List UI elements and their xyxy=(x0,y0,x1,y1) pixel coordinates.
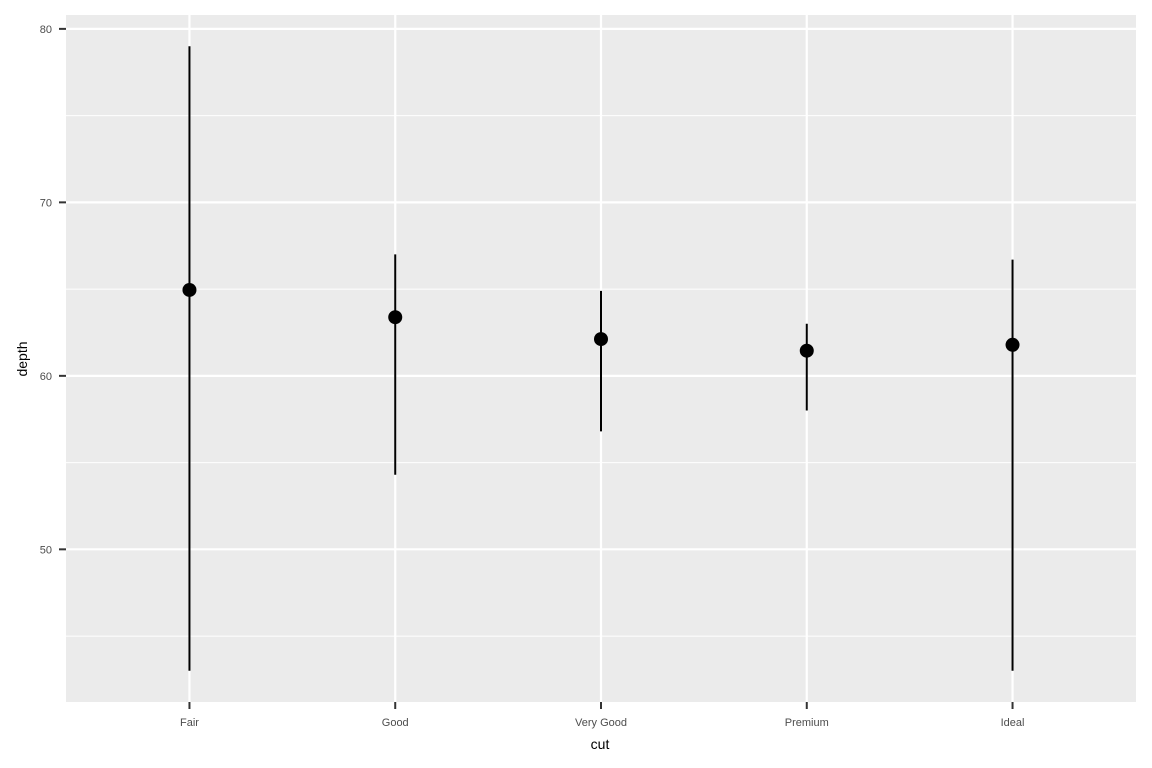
x-axis: Fair Good Very Good Premium Ideal xyxy=(180,702,1024,729)
y-axis-title: depth xyxy=(14,341,30,376)
series-pointranges xyxy=(182,46,1020,671)
x-tick-label: Good xyxy=(382,717,409,729)
x-tick-label: Fair xyxy=(180,717,199,729)
point xyxy=(594,332,608,347)
x-tick-label: Very Good xyxy=(575,717,627,729)
y-tick-label: 50 xyxy=(40,544,52,556)
y-tick-label: 70 xyxy=(40,197,52,209)
x-axis-title: cut xyxy=(591,736,610,752)
point xyxy=(1005,337,1020,352)
point xyxy=(799,343,814,358)
point xyxy=(182,282,197,297)
y-tick-label: 60 xyxy=(40,371,52,383)
x-tick-label: Premium xyxy=(785,717,829,729)
x-tick-label: Ideal xyxy=(1001,717,1025,729)
y-axis: 50 60 70 80 xyxy=(40,24,66,556)
y-tick-label: 80 xyxy=(40,24,52,36)
point xyxy=(388,310,403,325)
